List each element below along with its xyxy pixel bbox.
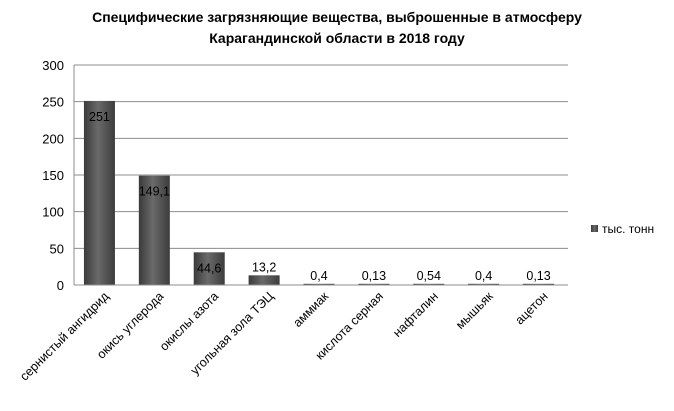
category-label: аммиак — [290, 289, 331, 330]
data-label: 0,13 — [526, 269, 550, 283]
data-label: 0,13 — [362, 269, 386, 283]
bars — [83, 100, 555, 285]
chart-title-line-1: Специфические загрязняющие вещества, выб… — [92, 9, 582, 25]
category-label: нафталин — [390, 289, 441, 340]
chart-title-line-2: Карагандинской области в 2018 году — [209, 30, 465, 46]
category-label: ацетон — [513, 289, 551, 327]
data-label: 149,1 — [139, 185, 170, 199]
bar — [303, 283, 335, 285]
legend: тыс. тонн — [591, 222, 654, 236]
data-label: 0,4 — [310, 269, 327, 283]
data-label: 0,54 — [417, 269, 441, 283]
y-tick-label: 250 — [42, 95, 64, 110]
bar — [193, 252, 225, 285]
y-tick-label: 150 — [42, 168, 64, 183]
bar — [83, 100, 115, 285]
data-label: 0,4 — [475, 269, 492, 283]
legend-label: тыс. тонн — [602, 222, 654, 236]
bar — [413, 283, 445, 285]
y-tick-label: 100 — [42, 205, 64, 220]
y-tick-label: 300 — [42, 58, 64, 73]
bar — [358, 283, 390, 285]
y-axis: 0 50 100 150 200 250 300 — [42, 58, 75, 293]
category-label: сернистый ангидрид — [17, 289, 112, 384]
bar — [523, 283, 555, 285]
bar — [138, 175, 170, 285]
bar — [248, 275, 280, 285]
bar — [468, 283, 500, 285]
y-tick-label: 200 — [42, 131, 64, 146]
y-tick-label: 0 — [57, 278, 64, 293]
data-label: 44,6 — [197, 261, 221, 275]
legend-swatch — [591, 225, 598, 232]
category-label: мышьяк — [453, 289, 496, 332]
data-label: 251 — [89, 110, 110, 124]
data-label: 13,2 — [252, 260, 276, 274]
y-tick-label: 50 — [50, 241, 64, 256]
data-labels: 251 149,1 44,6 13,2 0,4 0,13 0,54 0,4 0,13 — [89, 110, 551, 283]
